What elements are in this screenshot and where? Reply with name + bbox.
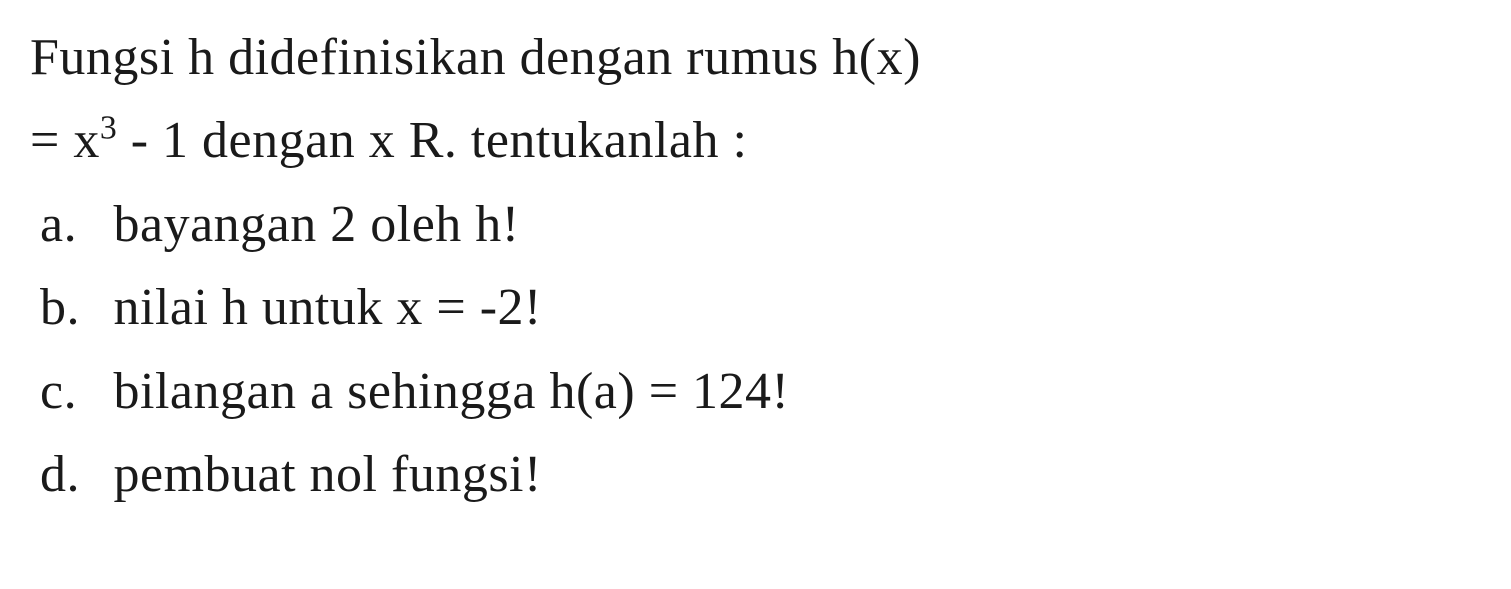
line1-text: Fungsi h didefinisikan dengan rumus h(x) [30,29,921,86]
item-label-c: c. [40,354,100,429]
list-item: d. pembuat nol fungsi! [30,437,1481,512]
line2-pre: = x [30,112,100,169]
item-label-a: a. [40,187,100,262]
list-item: a. bayangan 2 oleh h! [30,187,1481,262]
item-text-d: pembuat nol fungsi! [114,446,542,503]
item-text-c: bilangan a sehingga h(a) = 124! [114,363,790,420]
item-text-a: bayangan 2 oleh h! [114,196,520,253]
line2-post: - 1 dengan x R. tentukanlah : [117,112,747,169]
list-item: c. bilangan a sehingga h(a) = 124! [30,354,1481,429]
list-item: b. nilai h untuk x = -2! [30,270,1481,345]
item-label-b: b. [40,270,100,345]
item-label-d: d. [40,437,100,512]
item-text-b: nilai h untuk x = -2! [114,279,542,336]
problem-line-1: Fungsi h didefinisikan dengan rumus h(x) [30,20,1481,95]
line2-sup: 3 [100,110,117,147]
problem-line-2: = x3 - 1 dengan x R. tentukanlah : [30,103,1481,178]
